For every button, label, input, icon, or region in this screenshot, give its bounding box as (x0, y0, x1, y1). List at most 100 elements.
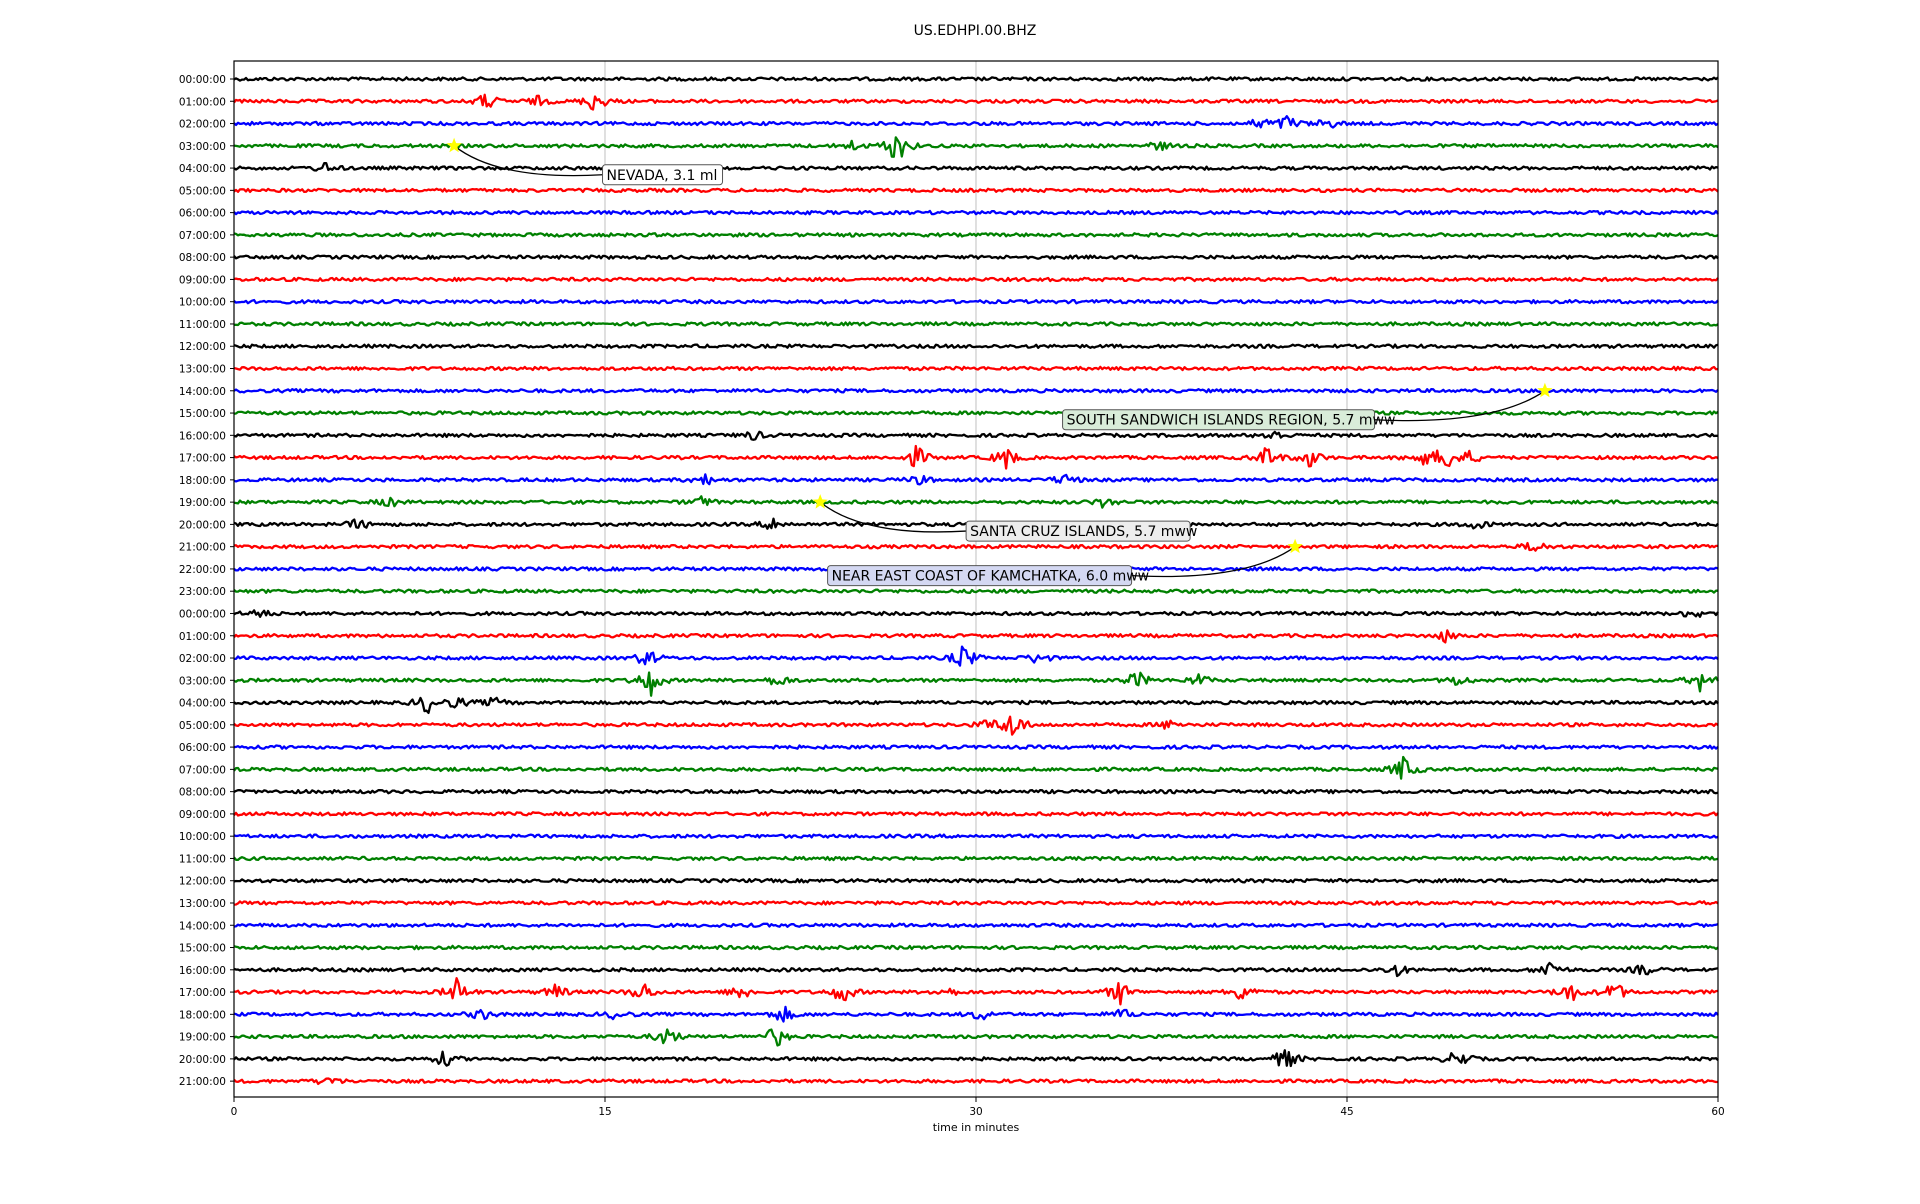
x-tick-label-3: 45 (1340, 1106, 1353, 1118)
row-label-13: 13:00:00 (179, 364, 226, 376)
row-label-35: 11:00:00 (179, 853, 226, 865)
row-label-20: 20:00:00 (179, 519, 226, 531)
trace-row-30 (233, 744, 1719, 750)
row-label-45: 21:00:00 (179, 1076, 226, 1088)
trace-row-23 (233, 588, 1718, 594)
row-label-6: 06:00:00 (179, 208, 226, 220)
trace-row-33 (233, 811, 1719, 817)
trace-row-25 (233, 629, 1719, 644)
trace-row-13 (233, 365, 1719, 372)
x-tick-label-2: 30 (969, 1106, 982, 1118)
x-axis-label: time in minutes (933, 1121, 1020, 1134)
trace-row-35 (233, 855, 1719, 862)
trace-row-36 (233, 877, 1719, 884)
row-label-17: 17:00:00 (179, 453, 226, 465)
event-box-2 (965, 520, 1191, 542)
trace-row-34 (233, 833, 1719, 839)
trace-row-2 (233, 115, 1719, 129)
event-connector-2 (819, 501, 967, 533)
seismic-traces (233, 76, 1719, 1086)
row-label-14: 14:00:00 (179, 386, 226, 398)
event-box-3 (827, 565, 1133, 587)
trace-row-43 (233, 1028, 1719, 1047)
trace-row-37 (233, 900, 1719, 906)
row-label-23: 23:00:00 (179, 586, 226, 598)
row-label-27: 03:00:00 (179, 675, 226, 687)
row-label-34: 10:00:00 (179, 831, 226, 843)
x-tick-label-4: 60 (1711, 1106, 1724, 1118)
row-label-41: 17:00:00 (179, 987, 226, 999)
trace-row-1 (233, 93, 1719, 111)
event-label-3: NEAR EAST COAST OF KAMCHATKA, 6.0 mww (832, 569, 1150, 585)
row-label-39: 15:00:00 (179, 943, 226, 955)
row-label-11: 11:00:00 (179, 319, 226, 331)
row-label-9: 09:00:00 (179, 274, 226, 286)
row-label-22: 22:00:00 (179, 564, 226, 576)
x-axis-ticks: 0 15 30 45 60 (231, 1097, 1725, 1118)
row-label-33: 09:00:00 (179, 809, 226, 821)
x-tick-label-0: 0 (231, 1106, 238, 1118)
trace-row-19 (233, 495, 1719, 509)
row-label-36: 12:00:00 (179, 876, 226, 888)
row-label-16: 16:00:00 (179, 430, 226, 442)
row-label-42: 18:00:00 (179, 1009, 226, 1021)
trace-row-40 (233, 961, 1719, 978)
event-star-3 (1287, 538, 1303, 554)
trace-row-12 (233, 343, 1719, 349)
trace-row-10 (233, 298, 1719, 305)
trace-row-26 (234, 645, 1719, 667)
event-connector-3 (1131, 546, 1296, 578)
chart-title: US.EDHPI.00.BHZ (914, 23, 1037, 39)
trace-row-11 (234, 321, 1719, 327)
row-label-26: 02:00:00 (179, 653, 226, 665)
event-box-0 (602, 164, 724, 186)
row-label-40: 16:00:00 (179, 965, 226, 977)
trace-row-18 (233, 473, 1718, 486)
row-label-38: 14:00:00 (179, 920, 226, 932)
row-label-12: 12:00:00 (179, 341, 226, 353)
row-label-24: 00:00:00 (179, 608, 226, 620)
x-tick-label-1: 15 (598, 1106, 611, 1118)
row-label-1: 01:00:00 (179, 96, 226, 108)
event-connector-1 (1374, 390, 1546, 422)
row-label-10: 10:00:00 (179, 297, 226, 309)
row-label-0: 00:00:00 (179, 74, 226, 86)
trace-row-38 (233, 922, 1719, 929)
trace-row-41 (233, 977, 1719, 1006)
row-label-29: 05:00:00 (179, 720, 226, 732)
row-label-32: 08:00:00 (179, 787, 226, 799)
row-label-3: 03:00:00 (179, 141, 226, 153)
trace-row-27 (233, 671, 1719, 697)
trace-row-7 (233, 232, 1719, 238)
event-star-0 (446, 137, 462, 153)
trace-row-0 (233, 76, 1719, 82)
event-box-1 (1062, 409, 1376, 431)
row-label-7: 07:00:00 (179, 230, 226, 242)
trace-row-14 (233, 388, 1719, 394)
row-label-4: 04:00:00 (179, 163, 226, 175)
trace-row-6 (233, 209, 1719, 216)
row-label-15: 15:00:00 (179, 408, 226, 420)
trace-row-45 (233, 1077, 1719, 1086)
row-label-28: 04:00:00 (179, 698, 226, 710)
trace-row-17 (233, 444, 1719, 470)
trace-row-39 (233, 944, 1719, 951)
event-annotations: NEVADA, 3.1 ml SOUTH SANDWICH ISLANDS REG… (446, 137, 1553, 587)
trace-row-3 (233, 136, 1719, 158)
trace-row-28 (233, 696, 1719, 715)
row-label-44: 20:00:00 (179, 1054, 226, 1066)
row-label-37: 13:00:00 (179, 898, 226, 910)
trace-row-9 (233, 276, 1719, 283)
trace-row-5 (233, 187, 1719, 194)
row-label-30: 06:00:00 (179, 742, 226, 754)
row-label-5: 05:00:00 (179, 185, 226, 197)
trace-row-42 (233, 1005, 1719, 1023)
trace-row-21 (233, 541, 1718, 552)
row-label-18: 18:00:00 (179, 475, 226, 487)
row-time-labels: 00:00:00 01:00:00 02:00:00 03:00:00 04:00:00… (179, 74, 234, 1088)
trace-row-4 (233, 161, 1719, 172)
event-label-2: SANTA CRUZ ISLANDS, 5.7 mww (970, 524, 1197, 540)
event-label-0: NEVADA, 3.1 ml (607, 168, 718, 184)
